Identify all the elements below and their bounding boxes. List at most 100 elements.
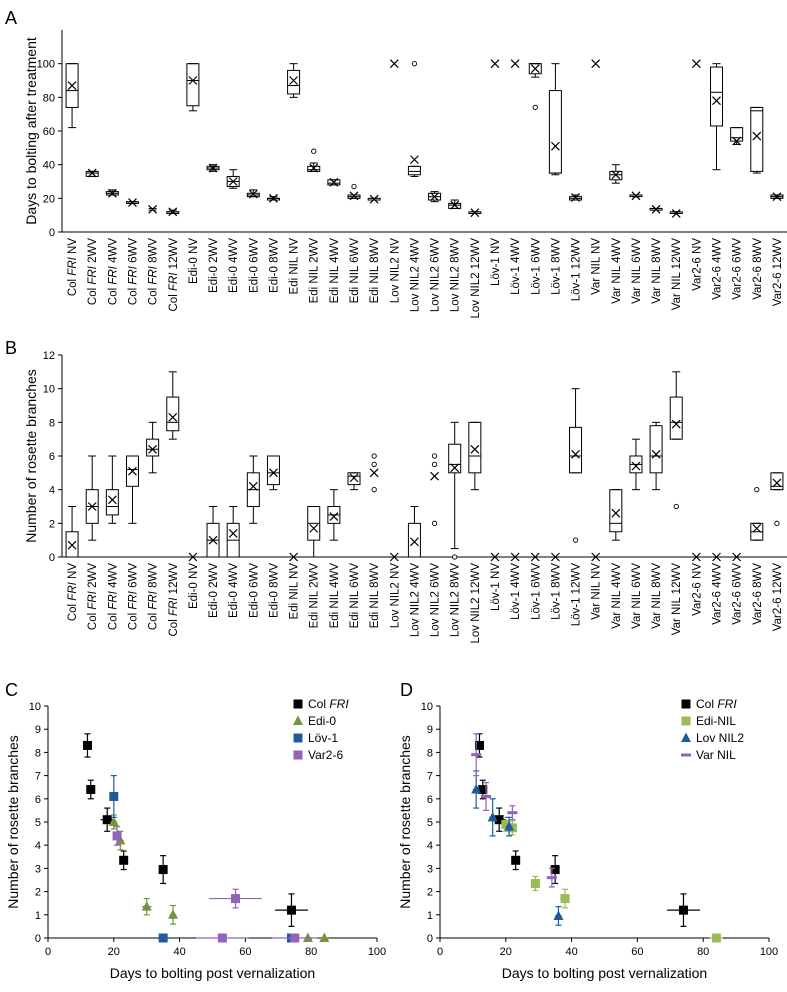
x-tick-label: 40 xyxy=(173,946,185,958)
category-label: Lov NIL2 NV xyxy=(389,238,401,304)
legend-label-part: Var2-6 xyxy=(308,748,343,762)
category-label-part: Löv-1 6WV xyxy=(530,563,542,620)
category-label-part: Var2-6 12WV xyxy=(772,563,784,632)
box-iqr xyxy=(448,443,462,474)
box-iqr xyxy=(569,426,583,474)
category-label: Col FRI 12WV xyxy=(168,238,180,312)
category-label-part: Lov NIL2 6WV xyxy=(430,563,442,637)
data-point xyxy=(141,897,152,916)
category-label: Edi-0 2WV xyxy=(208,238,220,293)
data-point xyxy=(530,875,541,892)
legend-label-part: Lov NIL2 xyxy=(696,731,744,745)
series-edi-0 xyxy=(108,814,330,942)
mean-marker xyxy=(430,192,439,202)
category-label: Edi NIL 2WV xyxy=(309,563,321,629)
mean-marker xyxy=(530,64,540,74)
data-point xyxy=(487,798,498,837)
category-label-part: NV xyxy=(67,563,79,583)
mean-marker xyxy=(87,502,97,511)
mean-marker xyxy=(490,552,500,562)
y-tick-label: 9 xyxy=(35,724,41,736)
category-label-part: Edi-0 6WV xyxy=(248,238,260,293)
category-label-part: Var NIL 8WV xyxy=(651,238,663,304)
category-label-part: NV xyxy=(67,238,79,258)
box-iqr xyxy=(146,438,160,457)
mean-marker xyxy=(430,471,439,481)
box-30: Var NIL 12WV xyxy=(669,209,683,311)
mean-marker xyxy=(671,419,681,429)
box-iqr xyxy=(770,472,784,491)
y-tick-label: 10 xyxy=(421,701,433,713)
y-tick-label: 7 xyxy=(427,771,433,783)
category-label: Lov NIL2 6WV xyxy=(430,563,442,637)
legend-marker xyxy=(293,733,303,743)
category-label: Var NIL 8WV xyxy=(651,238,663,304)
category-label: Var NIL 12WV xyxy=(671,238,683,311)
y-tick-label: 12 xyxy=(43,350,55,362)
category-label-part: Var NIL NV xyxy=(591,238,603,295)
category-label: Col FRI 4WV xyxy=(107,238,119,305)
y-tick-label: 20 xyxy=(43,193,55,205)
box-13: Edi NIL 4WV xyxy=(327,177,341,303)
category-label: Col FRI 2WV xyxy=(87,238,99,305)
legend-entry: Löv-1 xyxy=(293,731,338,745)
category-label-part: Edi NIL 2WV xyxy=(309,563,321,629)
point-marker xyxy=(119,855,129,865)
point-marker xyxy=(678,905,688,915)
category-label-part: 8WV xyxy=(148,238,160,266)
box-7: Edi-0 2WV xyxy=(206,163,220,293)
outlier-point xyxy=(431,461,438,468)
mean-marker xyxy=(450,200,460,210)
mean-marker xyxy=(208,535,218,545)
mean-marker xyxy=(87,168,97,178)
category-label: Var2-6 12WV xyxy=(772,563,784,632)
point-marker xyxy=(478,785,488,795)
mean-marker xyxy=(712,552,721,562)
box-15: Edi NIL 8WV xyxy=(367,194,381,304)
box-31: Var2-6 NV xyxy=(691,552,703,616)
outlier-point xyxy=(351,183,357,190)
category-label-part: Col xyxy=(67,601,79,621)
category-label-part: Edi NIL 8WV xyxy=(369,238,381,304)
box-33: Var2-6 6WV xyxy=(732,552,744,625)
category-label-part: Edi-0 6WV xyxy=(248,563,260,618)
legend-label-part: Edi-NIL xyxy=(696,714,736,728)
point-marker xyxy=(86,785,96,795)
mean-marker xyxy=(128,466,137,476)
category-label: Lov NIL2 6WV xyxy=(430,238,442,312)
category-label-part: Lov NIL2 8WV xyxy=(450,563,462,637)
mean-marker xyxy=(671,209,681,218)
point-marker xyxy=(82,740,92,750)
category-label: Edi-0 4WV xyxy=(228,238,240,293)
mean-marker xyxy=(168,207,178,217)
outlier-point xyxy=(431,520,438,526)
category-label: Löv-1 NV xyxy=(490,563,502,611)
category-label-part: Var2-6 12WV xyxy=(772,238,784,307)
x-tick-label: 40 xyxy=(565,946,577,958)
legend-entry: Var2-6 xyxy=(293,748,343,762)
category-label-part: Edi NIL NV xyxy=(289,238,301,295)
category-label-part: Var2-6 NV xyxy=(691,238,703,291)
legend-entry: Edi-0 xyxy=(293,714,336,728)
box-1: Col FRI 2WV xyxy=(85,168,99,305)
category-label-part: Edi-0 2WV xyxy=(208,563,220,618)
box-10: Edi-0 8WV xyxy=(266,193,280,293)
box-22: Löv-1 4WV xyxy=(510,59,522,295)
point-marker xyxy=(530,878,540,888)
mean-marker xyxy=(228,529,238,538)
data-point xyxy=(119,850,129,871)
category-label: Edi NIL 2WV xyxy=(309,238,321,304)
legend-label: Löv-1 xyxy=(308,731,338,745)
category-label: Lov NIL2 NV xyxy=(389,563,401,629)
mean-marker xyxy=(510,59,520,69)
point-marker xyxy=(319,932,330,942)
x-tick-label: 100 xyxy=(368,946,386,958)
series-col-fri xyxy=(474,733,700,928)
category-label: Edi-0 NV xyxy=(188,238,200,284)
point-marker xyxy=(471,753,482,757)
category-label: Edi NIL 6WV xyxy=(349,238,361,304)
legend-marker xyxy=(681,699,691,709)
point-marker xyxy=(711,933,721,943)
data-point xyxy=(86,779,96,800)
data-point xyxy=(158,933,168,943)
